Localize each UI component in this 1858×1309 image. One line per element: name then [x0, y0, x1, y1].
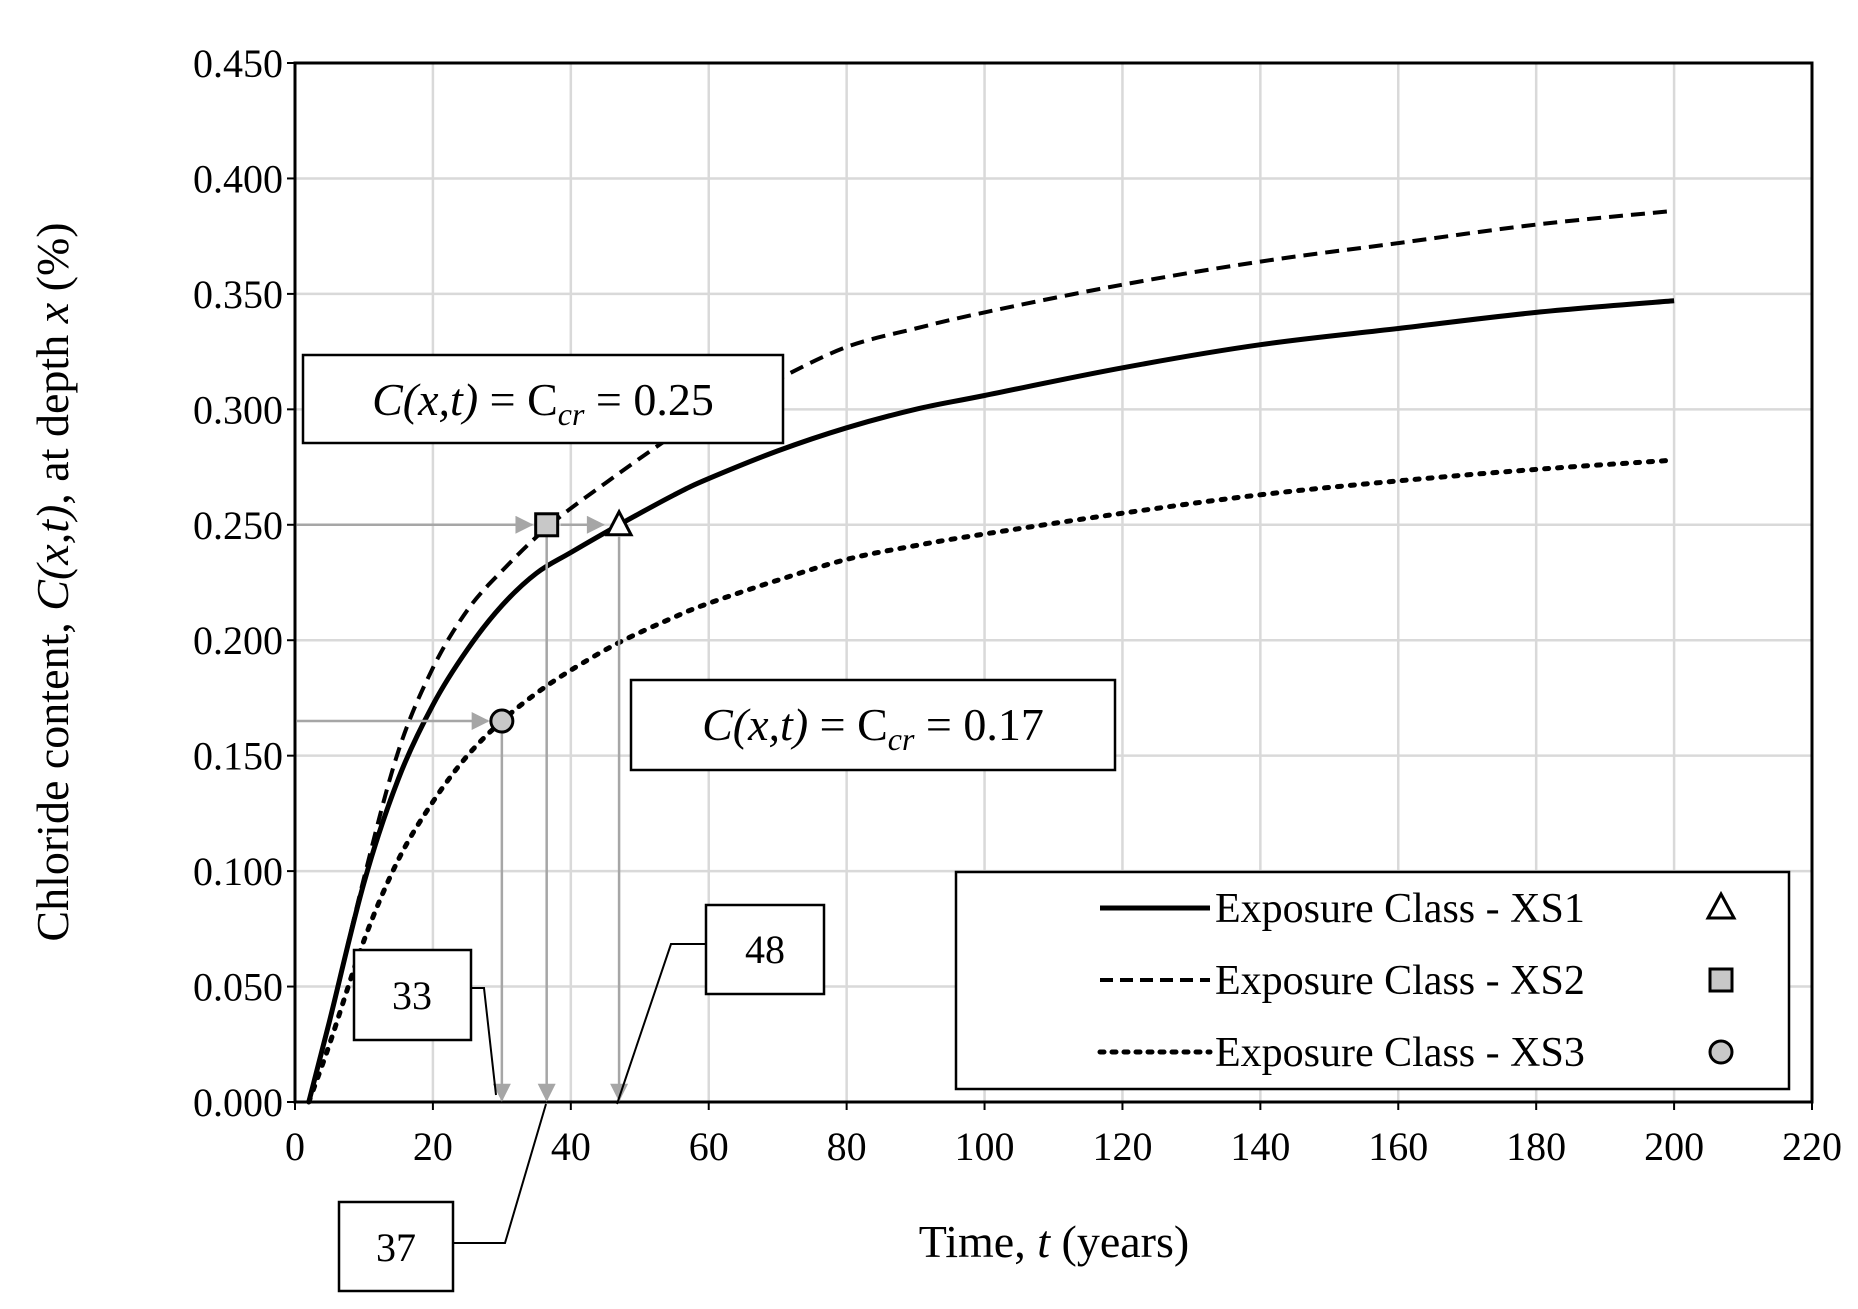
callout-37-leader: [453, 1103, 547, 1244]
ann-025-xt: (x,t): [403, 374, 478, 425]
ann-017-c: C: [702, 699, 734, 750]
ann-017-eq2: = 0.17: [914, 699, 1043, 750]
callout-37-label: 37: [376, 1225, 416, 1270]
callout-48: 48: [616, 903, 826, 1105]
series-line-1: [306, 298, 1675, 1103]
marker-square: [534, 512, 560, 538]
x-axis-ticks: 0 20 40 60 80 100 120 140 160 180 200 220: [285, 1102, 1842, 1169]
y-tick-label-0.200: 0.200: [193, 618, 283, 663]
y-title-p2: , at depth: [27, 323, 78, 504]
callout-48-box: [704, 903, 826, 996]
guide-arrows: [297, 515, 629, 1102]
annotation-ccr-017: C(x,t) = Ccr = 0.17: [629, 678, 1117, 772]
x-tick-label-60: 60: [689, 1124, 729, 1169]
y-tick-label-0.100: 0.100: [193, 849, 283, 894]
y-tick-label-0.400: 0.400: [193, 156, 283, 201]
x-axis-title: Time, t (years): [919, 1216, 1189, 1267]
y-tick-label-0.000: 0.000: [193, 1080, 283, 1125]
x-tick-label-100: 100: [955, 1124, 1015, 1169]
y-tick-label-0.250: 0.250: [193, 503, 283, 548]
y-tick-label-0.300: 0.300: [193, 387, 283, 432]
x-tick-label-180: 180: [1506, 1124, 1566, 1169]
legend-marker-circle: [1708, 1039, 1734, 1065]
y-title-p1: Chloride content,: [27, 611, 78, 942]
legend-label-xs2: Exposure Class - XS2: [1215, 958, 1585, 1004]
y-title-p3: (%): [27, 222, 78, 302]
y-axis-title: Chloride content, C(x,t), at depth x (%): [27, 222, 78, 941]
x-title-suffix: (years): [1050, 1216, 1189, 1267]
callout-33-box: [352, 948, 473, 1042]
x-tick-label-140: 140: [1230, 1124, 1290, 1169]
y-tick-label-0.050: 0.050: [193, 965, 283, 1010]
y-title-v2: x: [27, 302, 78, 324]
y-axis-ticks: 0.000 0.050 0.100 0.150 0.200 0.250 0.300 0.350…: [193, 41, 295, 1125]
callout-33-leader: [471, 987, 497, 1096]
series-line-3: [306, 457, 1677, 1105]
svg-text:C(x,t) = Ccr = 0.25: C(x,t) = Ccr = 0.25: [372, 374, 714, 432]
series-markers: [489, 508, 634, 734]
callout-48-label: 48: [745, 927, 785, 972]
ann-025-eq2: = 0.25: [584, 374, 713, 425]
legend: Exposure Class - XS1 Exposure Class - XS…: [954, 870, 1791, 1091]
x-tick-label-160: 160: [1368, 1124, 1428, 1169]
callout-48-leader: [616, 943, 706, 1105]
svg-text:C(x,t) = Ccr = 0.17: C(x,t) = Ccr = 0.17: [702, 699, 1044, 757]
x-tick-label-120: 120: [1092, 1124, 1152, 1169]
ann-017-sub: cr: [888, 721, 915, 757]
legend-marker-triangle: [1705, 890, 1737, 920]
callout-37-box: [337, 1200, 455, 1293]
x-tick-label-80: 80: [827, 1124, 867, 1169]
y-tick-label-0.350: 0.350: [193, 272, 283, 317]
ann-017-eq1: = C: [808, 699, 888, 750]
x-tick-label-0: 0: [285, 1124, 305, 1169]
callout-33-label: 33: [392, 973, 432, 1018]
marker-triangle: [604, 508, 634, 537]
ann-025-c: C: [372, 374, 404, 425]
callout-37: 37: [337, 1103, 547, 1293]
ann-017-xt: (x,t): [733, 699, 808, 750]
plot-area-border: [293, 61, 1814, 1104]
y-tick-label-0.450: 0.450: [193, 41, 283, 86]
legend-marker-square: [1708, 967, 1734, 993]
x-tick-label-40: 40: [551, 1124, 591, 1169]
ann-025-sub: cr: [558, 396, 585, 432]
marker-circle: [489, 708, 515, 734]
legend-label-xs3: Exposure Class - XS3: [1215, 1030, 1585, 1076]
callout-33: 33: [352, 948, 497, 1096]
y-tick-label-0.150: 0.150: [193, 734, 283, 779]
annotation-box-025: [301, 353, 785, 445]
x-title-var: t: [1037, 1216, 1051, 1267]
x-tick-label-220: 220: [1782, 1124, 1842, 1169]
ann-025-eq1: = C: [478, 374, 558, 425]
annotation-ccr-025: C(x,t) = Ccr = 0.25: [301, 353, 785, 445]
annotation-box-017: [629, 678, 1117, 772]
x-tick-label-200: 200: [1644, 1124, 1704, 1169]
x-title-prefix: Time,: [919, 1216, 1037, 1267]
legend-label-xs1: Exposure Class - XS1: [1215, 886, 1585, 932]
legend-box: [954, 870, 1791, 1091]
x-tick-label-20: 20: [413, 1124, 453, 1169]
y-title-v1: C(x,t): [27, 505, 78, 611]
